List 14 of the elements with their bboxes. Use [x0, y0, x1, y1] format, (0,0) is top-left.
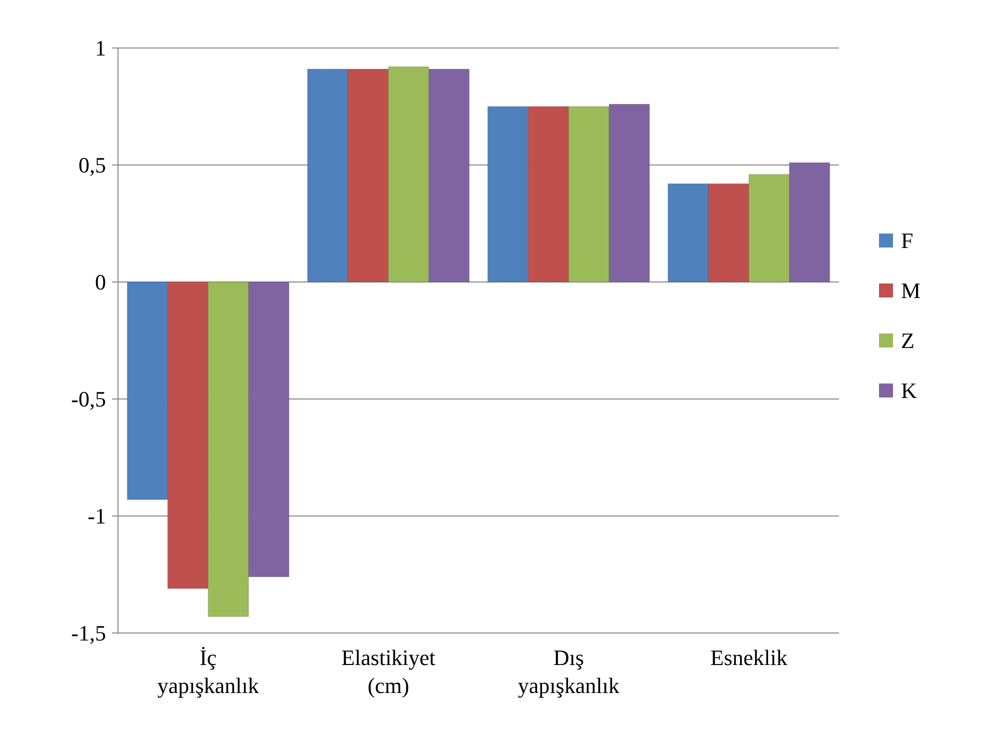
legend-label: Z — [901, 328, 914, 354]
x-tick-label: Esneklik — [710, 645, 788, 670]
x-tick-label: Elastikiyet (cm) — [341, 645, 436, 698]
y-tick-label: -1,5 — [71, 620, 106, 646]
legend-label: M — [901, 278, 921, 304]
y-tick-label: 0,5 — [78, 152, 106, 178]
y-tick-label: -1 — [88, 504, 106, 529]
y-tick-label: -0,5 — [71, 386, 106, 412]
legend-label: K — [901, 378, 917, 404]
y-tick-label: 0 — [95, 270, 106, 295]
y-tick-label: 1 — [95, 36, 106, 61]
legend-label: F — [901, 228, 914, 254]
x-tick-label: İç yapışkanlık — [157, 645, 259, 698]
x-tick-label: Dış yapışkanlık — [518, 645, 620, 698]
